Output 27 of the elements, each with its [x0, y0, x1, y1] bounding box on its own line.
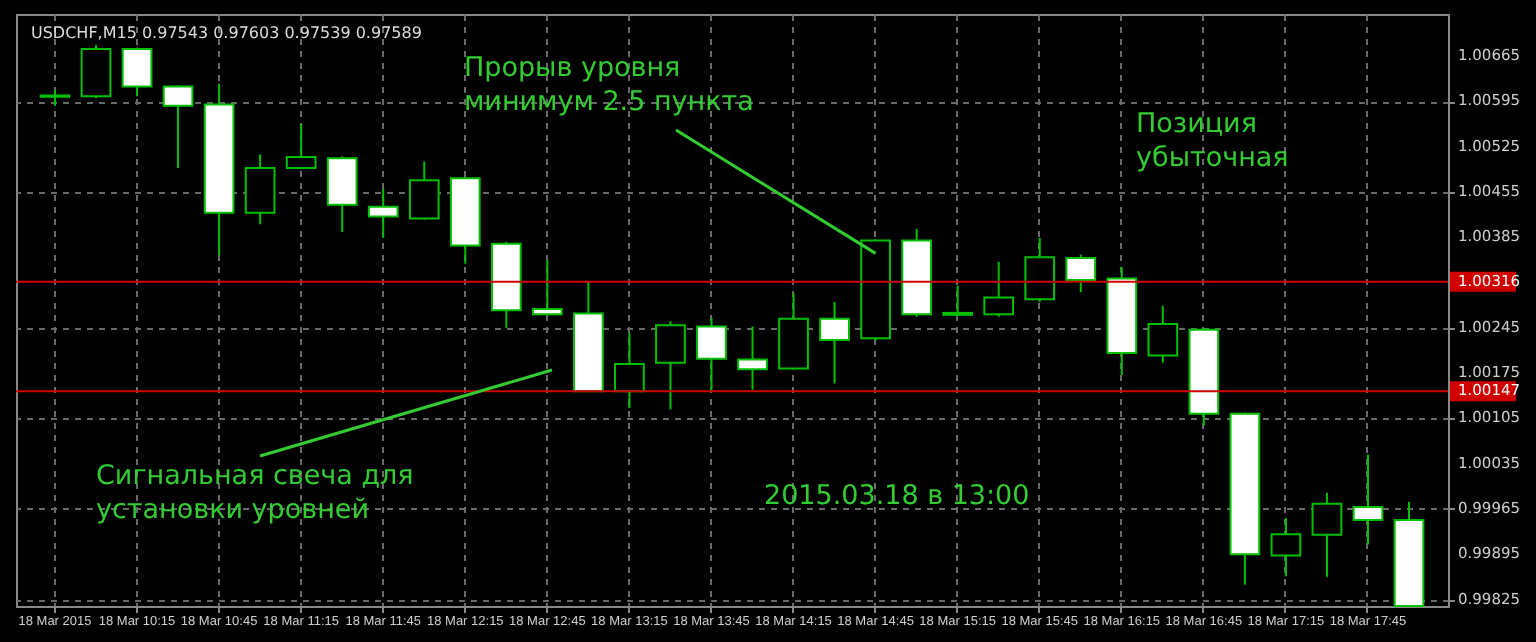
- candlestick: [408, 160, 440, 221]
- candlestick: [655, 320, 686, 411]
- candlestick: [1065, 253, 1097, 294]
- annotation: Прорыв уровня минимум 2.5 пункта: [464, 52, 754, 118]
- candlestick: [983, 260, 1015, 318]
- candlestick: [532, 258, 563, 317]
- candlestick: [1352, 453, 1384, 546]
- candlestick: [244, 153, 276, 226]
- candlestick: [285, 122, 317, 171]
- candlestick: [1270, 517, 1302, 578]
- annotation: 2015.03.18 в 13:00: [764, 480, 1030, 512]
- candlestick: [326, 155, 358, 234]
- candlestick: [737, 325, 768, 391]
- candlestick: [614, 331, 645, 410]
- candlestick: [367, 187, 399, 239]
- candlestick: [162, 84, 194, 169]
- candlestick: [819, 300, 850, 385]
- candlestick: [1311, 491, 1343, 578]
- candlestick: [121, 46, 153, 98]
- candlestick: [696, 317, 727, 393]
- annotation: Сигнальная свеча для установки уровней: [96, 460, 414, 526]
- candlestick: [1147, 304, 1179, 364]
- candlestick: [80, 44, 112, 100]
- candlestick: [1024, 236, 1056, 303]
- annotation: Позиция убыточная: [1136, 108, 1289, 174]
- candlestick: [942, 284, 974, 318]
- text: USDCHF,M15 0.97543 0.97603 0.97539 0.97589: [31, 24, 422, 42]
